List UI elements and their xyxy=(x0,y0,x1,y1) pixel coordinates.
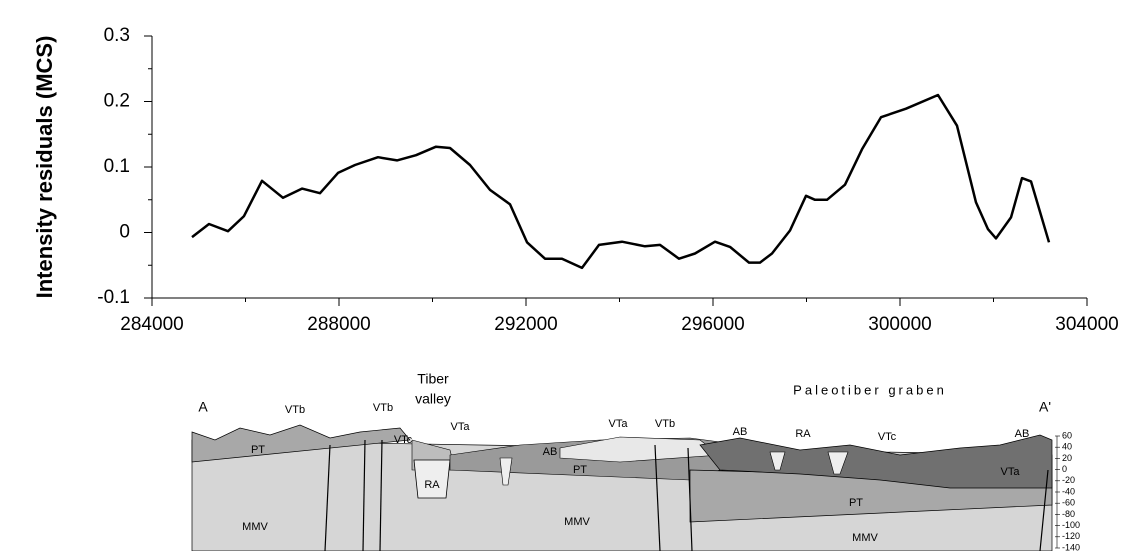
depth-label: -140 xyxy=(1062,542,1080,551)
section-label: MMV xyxy=(852,532,878,544)
y-tick-label: 0.3 xyxy=(104,25,130,46)
y-tick-label: 0.2 xyxy=(104,91,130,112)
x-tick-label: 304000 xyxy=(1055,314,1118,335)
y-axis-label: Intensity residuals (MCS) xyxy=(32,36,57,299)
depth-label: 60 xyxy=(1062,430,1072,440)
depth-label: -20 xyxy=(1062,475,1075,485)
x-tick-label: 296000 xyxy=(681,314,744,335)
depth-label: 20 xyxy=(1062,453,1072,463)
figure: Intensity residuals (MCS) -0.1 0 0.1 0.2 0.3… xyxy=(0,0,1133,551)
x-tick-label: 292000 xyxy=(494,314,557,335)
section-label: VTb xyxy=(285,404,305,416)
depth-label: 40 xyxy=(1062,442,1072,452)
depth-label: -120 xyxy=(1062,531,1080,541)
section-label: Paleotiber graben xyxy=(793,382,947,397)
page: Intensity residuals (MCS) -0.1 0 0.1 0.2 0.3… xyxy=(0,0,1133,551)
section-label: MMV xyxy=(564,516,590,528)
y-tick-label: -0.1 xyxy=(97,287,130,308)
section-label: A xyxy=(198,399,208,415)
depth-label: -80 xyxy=(1062,509,1075,519)
section-label: VTc xyxy=(878,431,897,443)
section-label: PT xyxy=(251,444,265,456)
y-tick-label: 0.1 xyxy=(104,156,130,177)
data-line xyxy=(192,95,1049,268)
section-label: PT xyxy=(573,464,587,476)
depth-label: -100 xyxy=(1062,520,1080,530)
section-label: RA xyxy=(795,428,811,440)
section-label: AB xyxy=(1015,428,1030,440)
depth-label: -60 xyxy=(1062,498,1075,508)
section-label: Tiber xyxy=(417,371,449,387)
cross-section xyxy=(192,425,1052,551)
x-tick-label: 284000 xyxy=(120,314,183,335)
section-label: VTb xyxy=(373,402,393,414)
section-label: MMV xyxy=(242,521,268,533)
x-tick-label: 288000 xyxy=(307,314,370,335)
depth-label: -40 xyxy=(1062,486,1075,496)
section-label: VTa xyxy=(609,418,629,430)
section-label: PT xyxy=(849,497,863,509)
section-label: valley xyxy=(415,391,451,407)
section-label: AB xyxy=(733,426,748,438)
x-tick-label: 300000 xyxy=(868,314,931,335)
section-label: AB xyxy=(543,446,558,458)
depth-label: 0 xyxy=(1062,464,1067,474)
section-label: VTa xyxy=(1001,466,1021,478)
section-label: A' xyxy=(1039,399,1051,415)
y-tick-label: 0 xyxy=(119,222,130,243)
section-label: RA xyxy=(424,479,440,491)
section-label: VTc xyxy=(394,434,413,446)
section-label: VTa xyxy=(451,421,471,433)
section-label: VTb xyxy=(655,418,675,430)
